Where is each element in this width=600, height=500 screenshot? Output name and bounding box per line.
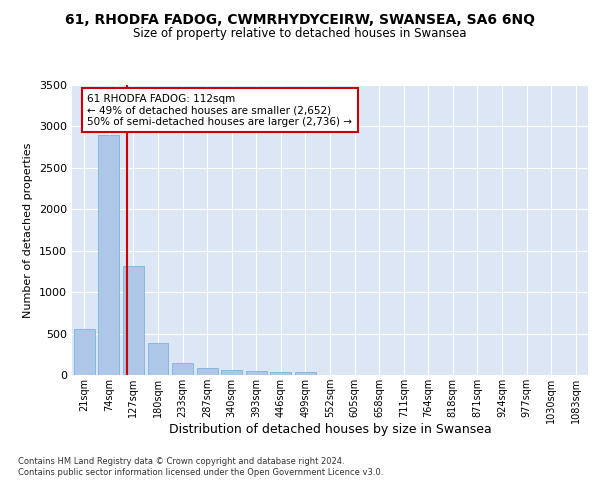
Bar	[197, 368, 218, 375]
Bar	[172, 363, 193, 375]
Text: Size of property relative to detached houses in Swansea: Size of property relative to detached ho…	[133, 28, 467, 40]
Bar	[295, 372, 316, 375]
Bar	[246, 371, 267, 375]
Text: Distribution of detached houses by size in Swansea: Distribution of detached houses by size …	[169, 422, 491, 436]
Bar	[123, 266, 144, 375]
Text: 61 RHODFA FADOG: 112sqm
← 49% of detached houses are smaller (2,652)
50% of semi: 61 RHODFA FADOG: 112sqm ← 49% of detache…	[88, 94, 352, 127]
Bar	[148, 342, 169, 375]
Text: 61, RHODFA FADOG, CWMRHYDYCEIRW, SWANSEA, SA6 6NQ: 61, RHODFA FADOG, CWMRHYDYCEIRW, SWANSEA…	[65, 12, 535, 26]
Bar	[221, 370, 242, 375]
Y-axis label: Number of detached properties: Number of detached properties	[23, 142, 34, 318]
Text: Contains HM Land Registry data © Crown copyright and database right 2024.
Contai: Contains HM Land Registry data © Crown c…	[18, 458, 383, 477]
Bar	[74, 330, 95, 375]
Bar	[271, 372, 292, 375]
Bar	[98, 134, 119, 375]
